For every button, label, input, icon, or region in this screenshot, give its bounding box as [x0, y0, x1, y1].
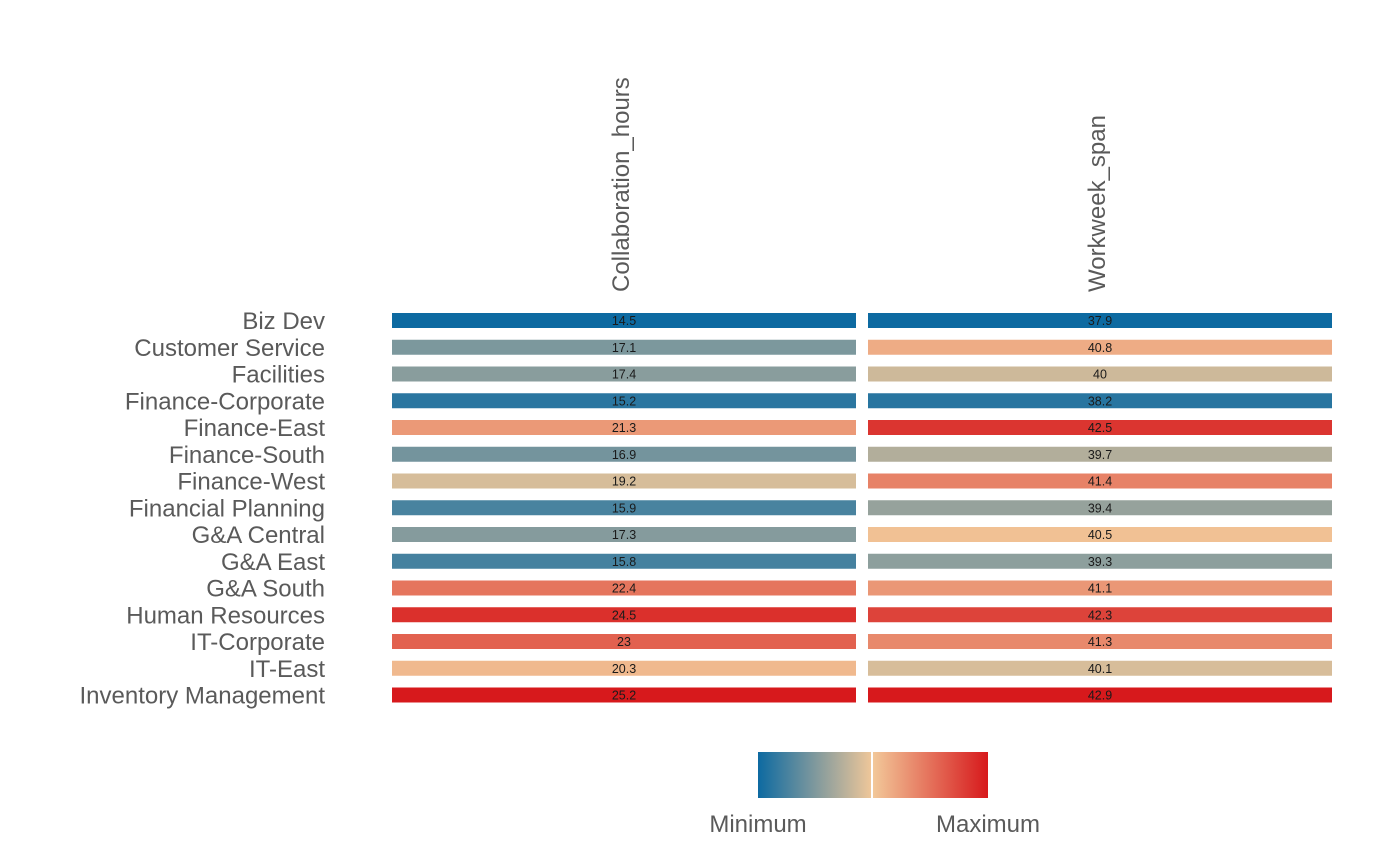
heatmap-cell [868, 500, 1332, 516]
heatmap-cell [392, 339, 856, 355]
heatmap-cell [392, 420, 856, 435]
column-label: Collaboration_hours [608, 77, 635, 292]
heatmap-cell [868, 634, 1332, 649]
heatmap-cell [392, 634, 856, 649]
cell-value-label: 24.5 [612, 608, 636, 622]
heatmap-cell [868, 313, 1332, 328]
heatmap-cell [868, 393, 1332, 409]
cell-value-label: 38.2 [1088, 394, 1112, 408]
cell-value-label: 42.5 [1088, 421, 1112, 435]
color-legend: Minimum Maximum [709, 752, 1040, 838]
cell-value-label: 15.9 [612, 501, 636, 515]
row-label: G&A East [221, 549, 325, 576]
cell-value-label: 25.2 [612, 689, 636, 703]
heatmap-cell [868, 446, 1332, 462]
heatmap-cell [392, 553, 856, 569]
heatmap-cell [392, 580, 856, 596]
row-label: G&A Central [192, 522, 325, 549]
legend-max-label: Maximum [936, 811, 1040, 838]
cell-value-label: 40.5 [1088, 528, 1112, 542]
row-label: Finance-East [184, 415, 326, 442]
heatmap-cell [392, 446, 856, 462]
heatmap-cell [868, 420, 1332, 435]
legend-min-label: Minimum [709, 811, 806, 838]
heatmap-cell [868, 580, 1332, 596]
cell-value-label: 42.9 [1088, 689, 1112, 703]
row-label: Financial Planning [129, 495, 325, 522]
cell-value-label: 42.3 [1088, 608, 1112, 622]
heatmap-cell [868, 553, 1332, 569]
cell-value-label: 17.1 [612, 341, 636, 355]
heatmap-cell [392, 607, 856, 623]
heatmap-cell [392, 473, 856, 489]
row-label: Facilities [232, 362, 325, 389]
heatmap-cell [868, 687, 1332, 703]
cell-value-label: 41.1 [1088, 582, 1112, 596]
cell-value-label: 19.2 [612, 475, 636, 489]
row-label: Inventory Management [80, 683, 326, 710]
heatmap-cell [868, 660, 1332, 676]
cell-value-label: 20.3 [612, 662, 636, 676]
heatmap-cell [392, 313, 856, 328]
row-label: Finance-Corporate [125, 388, 325, 415]
cell-value-label: 41.3 [1088, 635, 1112, 649]
row-label: Finance-West [177, 469, 325, 496]
cell-value-label: 40.1 [1088, 662, 1112, 676]
heatmap-cell [392, 527, 856, 542]
column-labels: Collaboration_hours Workweek_span [608, 77, 1111, 292]
cell-value-label: 14.5 [612, 314, 636, 328]
cell-value-label: 39.4 [1088, 501, 1112, 515]
heatmap-cell [392, 500, 856, 516]
cell-value-label: 39.7 [1088, 448, 1112, 462]
cell-value-label: 39.3 [1088, 555, 1112, 569]
heatmap-cell [392, 393, 856, 409]
cell-value-label: 15.8 [612, 555, 636, 569]
cell-value-label: 17.4 [612, 368, 636, 382]
row-label: Biz Dev [242, 308, 325, 335]
cell-value-label: 40.8 [1088, 341, 1112, 355]
cell-value-label: 41.4 [1088, 475, 1112, 489]
heatmap-cell [868, 473, 1332, 489]
cell-value-label: 15.2 [612, 394, 636, 408]
cell-value-label: 40 [1093, 368, 1107, 382]
cell-value-label: 23 [617, 635, 631, 649]
cell-value-label: 37.9 [1088, 314, 1112, 328]
heatmap-cell [392, 660, 856, 676]
cell-value-label: 22.4 [612, 582, 636, 596]
cell-value-label: 16.9 [612, 448, 636, 462]
heatmap-cell [868, 339, 1332, 355]
cell-value-label: 21.3 [612, 421, 636, 435]
row-label: G&A South [206, 576, 325, 603]
row-label: Finance-South [169, 442, 325, 469]
row-label: IT-East [249, 656, 325, 683]
heatmap-cell [868, 607, 1332, 623]
heatmap-cell [392, 366, 856, 382]
heatmap-cells: 14.5 37.9 17.1 40.8 17.4 40 15.2 38.2 21.3 42.5 16… [392, 313, 1332, 703]
cell-value-label: 17.3 [612, 528, 636, 542]
heatmap-cell [868, 366, 1332, 382]
heatmap-cell [392, 687, 856, 703]
row-label: Customer Service [134, 335, 325, 362]
row-label: Human Resources [126, 602, 325, 629]
column-label: Workweek_span [1084, 115, 1111, 292]
row-label: IT-Corporate [190, 629, 325, 656]
heatmap-cell [868, 527, 1332, 542]
